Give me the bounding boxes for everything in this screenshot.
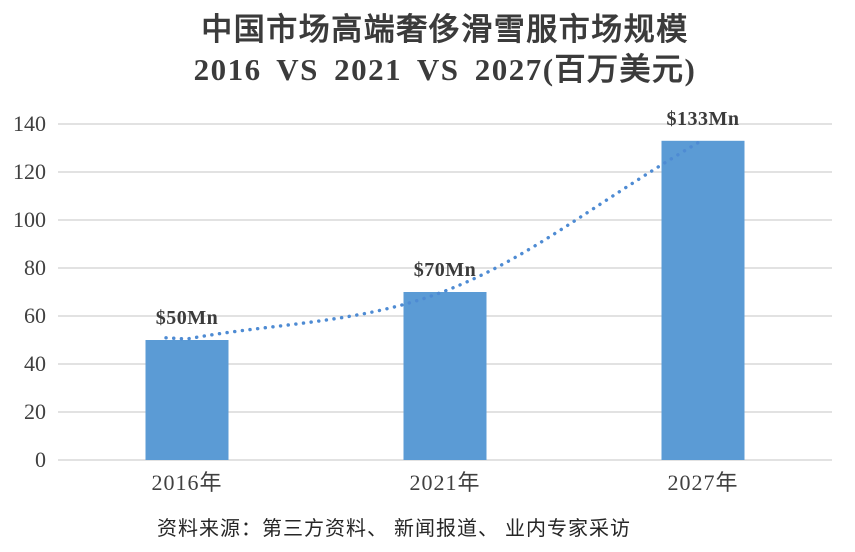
- y-tick-label: 140: [13, 111, 46, 136]
- x-tick-label: 2021年: [409, 470, 480, 495]
- y-tick-label: 0: [35, 447, 46, 472]
- source-note: 资料来源：第三方资料、 新闻报道、 业内专家采访: [157, 518, 631, 540]
- y-tick-label: 100: [13, 207, 46, 232]
- y-axis-labels: 0 20 40 60 80 100 120 140: [13, 111, 46, 472]
- y-tick-label: 40: [24, 351, 46, 376]
- y-tick-label: 20: [24, 399, 46, 424]
- x-tick-label: 2027年: [667, 470, 738, 495]
- data-label: $50Mn: [156, 307, 219, 329]
- x-axis-labels: 2016年 2021年 2027年: [151, 470, 738, 495]
- y-tick-label: 120: [13, 159, 46, 184]
- bar: [403, 292, 487, 460]
- y-tick-label: 80: [24, 255, 46, 280]
- chart-title-line2: 2016 VS 2021 VS 2027(百万美元): [193, 52, 697, 87]
- bar: [145, 340, 229, 460]
- y-tick-label: 60: [24, 303, 46, 328]
- data-label: $133Mn: [667, 108, 740, 130]
- bar: [661, 140, 745, 461]
- bars: [145, 140, 745, 461]
- trend-line-path: [164, 138, 705, 341]
- chart-title-line1: 中国市场高端奢侈滑雪服市场规模: [201, 12, 689, 47]
- data-labels: $50Mn $70Mn $133Mn: [156, 108, 740, 329]
- trend-line: [164, 138, 705, 341]
- data-label: $70Mn: [414, 259, 477, 281]
- x-tick-label: 2016年: [151, 470, 222, 495]
- chart-title: 中国市场高端奢侈滑雪服市场规模 2016 VS 2021 VS 2027(百万美…: [58, 10, 832, 90]
